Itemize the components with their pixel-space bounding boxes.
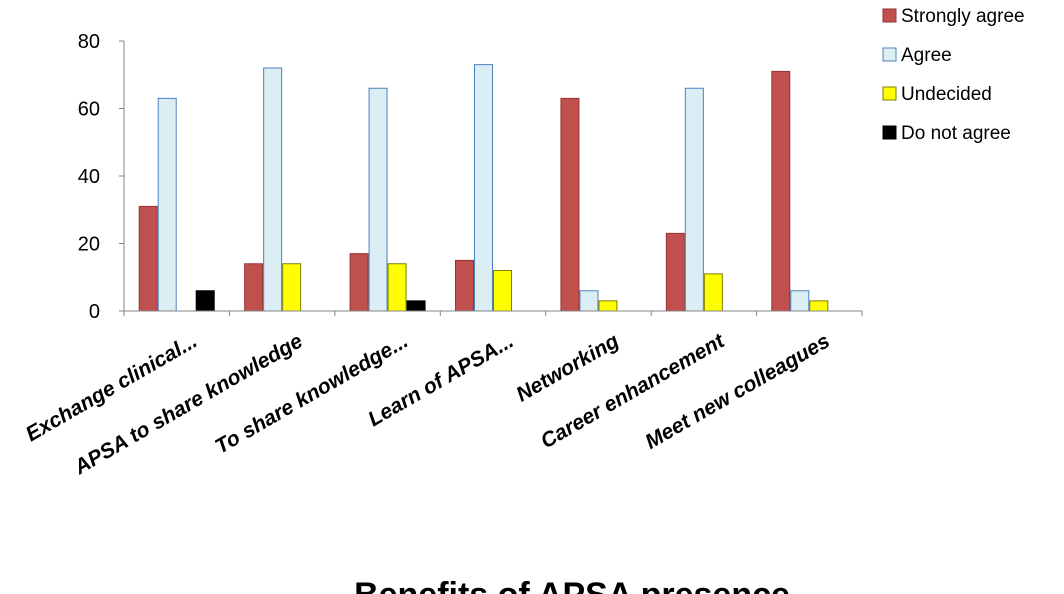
x-axis-title: Benefits of APSA presence bbox=[354, 576, 790, 594]
bar-strongly-agree bbox=[349, 253, 369, 312]
bar-agree bbox=[790, 290, 810, 312]
bar-do-not-agree bbox=[195, 290, 215, 312]
legend-swatch bbox=[882, 8, 897, 23]
legend-swatch bbox=[882, 47, 897, 62]
y-tick-label: 80 bbox=[78, 31, 100, 53]
bar-agree bbox=[684, 87, 704, 312]
y-tick-label: 40 bbox=[78, 166, 100, 188]
bar-do-not-agree bbox=[406, 300, 426, 312]
x-category-label: Meet new colleagues bbox=[641, 329, 833, 453]
bar-strongly-agree bbox=[665, 232, 685, 312]
bar-agree bbox=[368, 87, 388, 312]
x-category-label: Career enhancement bbox=[537, 329, 729, 453]
bar-undecided bbox=[598, 300, 618, 312]
bar-undecided bbox=[282, 263, 302, 312]
legend-swatch bbox=[882, 86, 897, 101]
legend: Strongly agree Agree Undecided Do not agree bbox=[882, 6, 1025, 144]
x-category-label: Exchange clinical... bbox=[22, 329, 201, 446]
legend-label: Do not agree bbox=[901, 123, 1011, 144]
bars bbox=[138, 64, 829, 312]
bar-agree bbox=[157, 97, 177, 312]
bar-undecided bbox=[387, 263, 407, 312]
bar-agree bbox=[263, 67, 283, 312]
bar-strongly-agree bbox=[244, 263, 264, 312]
bar-undecided bbox=[809, 300, 829, 312]
y-tick-label: 0 bbox=[89, 301, 100, 323]
bar-strongly-agree bbox=[138, 205, 158, 312]
legend-label: Strongly agree bbox=[901, 6, 1025, 27]
legend-label: Agree bbox=[901, 45, 952, 66]
bar-agree bbox=[579, 290, 599, 312]
legend-swatch bbox=[882, 125, 897, 140]
bar-strongly-agree bbox=[560, 97, 580, 312]
bar-undecided bbox=[703, 273, 723, 312]
y-axis: 0 20 40 60 80 bbox=[78, 31, 125, 323]
bar-strongly-agree bbox=[455, 259, 474, 312]
y-tick-label: 60 bbox=[78, 99, 100, 121]
bar-agree bbox=[474, 64, 493, 312]
bar-strongly-agree bbox=[771, 70, 791, 312]
x-axis: Exchange clinical...APSA to share knowle… bbox=[22, 310, 863, 480]
bar-undecided bbox=[493, 270, 512, 312]
x-category-label: To share knowledge... bbox=[211, 329, 412, 458]
legend-label: Undecided bbox=[901, 84, 992, 105]
y-tick-label: 20 bbox=[78, 234, 100, 256]
